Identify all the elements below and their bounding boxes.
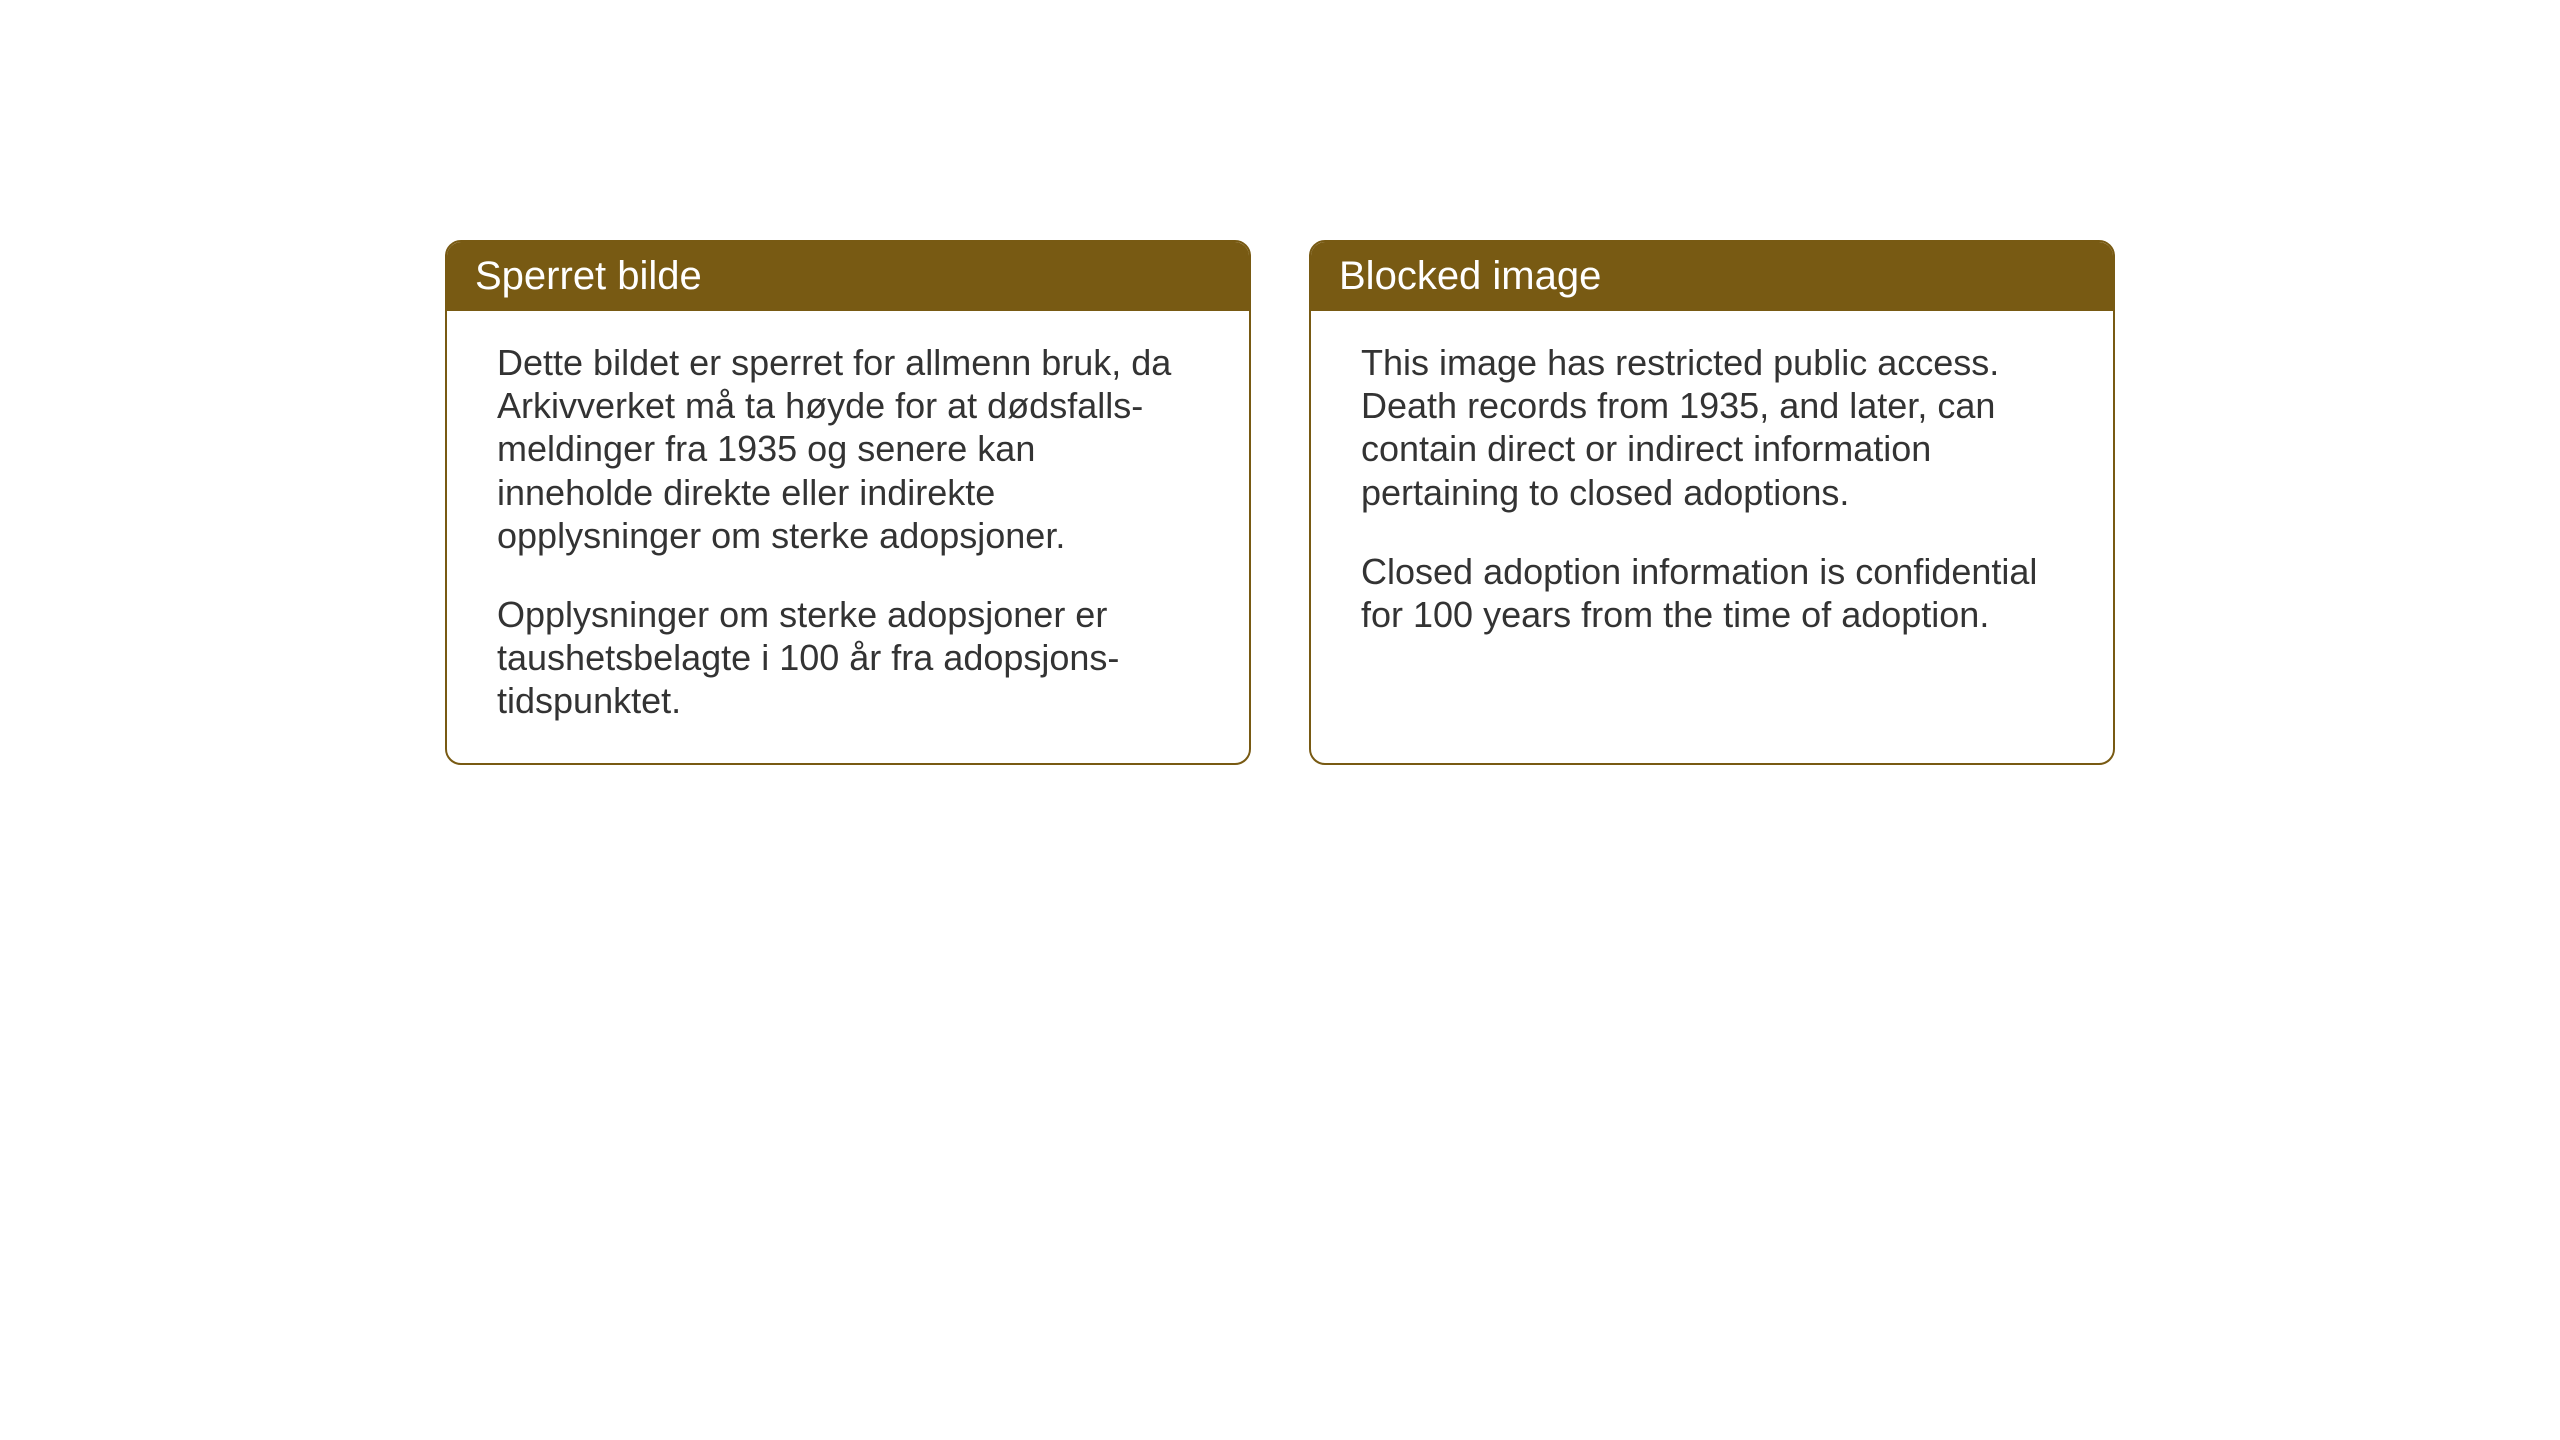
- card-norwegian-paragraph-2: Opplysninger om sterke adopsjoner er tau…: [497, 593, 1199, 723]
- card-norwegian: Sperret bilde Dette bildet er sperret fo…: [445, 240, 1251, 765]
- cards-container: Sperret bilde Dette bildet er sperret fo…: [445, 240, 2115, 765]
- card-norwegian-body: Dette bildet er sperret for allmenn bruk…: [447, 311, 1249, 763]
- card-english: Blocked image This image has restricted …: [1309, 240, 2115, 765]
- card-norwegian-title: Sperret bilde: [475, 254, 702, 298]
- card-norwegian-paragraph-1: Dette bildet er sperret for allmenn bruk…: [497, 341, 1199, 557]
- card-english-paragraph-1: This image has restricted public access.…: [1361, 341, 2063, 514]
- card-english-paragraph-2: Closed adoption information is confident…: [1361, 550, 2063, 636]
- card-norwegian-header: Sperret bilde: [447, 242, 1249, 311]
- card-english-header: Blocked image: [1311, 242, 2113, 311]
- card-english-body: This image has restricted public access.…: [1311, 311, 2113, 676]
- card-english-title: Blocked image: [1339, 254, 1601, 298]
